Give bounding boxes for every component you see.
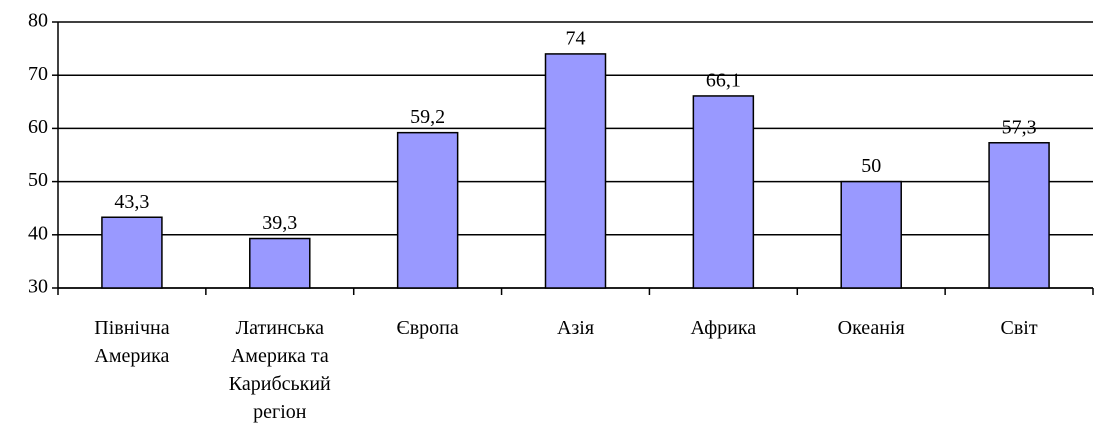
x-tick-label: Європа — [396, 317, 459, 339]
bar — [544, 53, 607, 289]
y-tick-label: 80 — [28, 10, 48, 32]
x-tick-label: Північна Америка — [94, 317, 170, 367]
y-tick-label: 50 — [28, 169, 48, 191]
x-tick-label: Азія — [556, 317, 595, 339]
x-tick-label: Африка — [690, 317, 757, 339]
y-tick-label: 30 — [28, 276, 48, 298]
data-label: 74 — [566, 28, 586, 50]
data-label: 66,1 — [706, 70, 741, 92]
data-label: 57,3 — [1002, 116, 1037, 138]
x-tick-label: Латинська Америка та Карибський регіон — [228, 317, 331, 423]
data-label: 39,3 — [262, 212, 297, 234]
y-tick-label: 70 — [28, 63, 48, 85]
x-tick-label: Світ — [1000, 317, 1038, 339]
bar — [396, 131, 459, 289]
y-tick-label: 40 — [28, 222, 48, 244]
x-tick-label: Океанія — [837, 317, 905, 339]
data-label: 43,3 — [114, 191, 149, 213]
bar — [249, 237, 311, 289]
y-tick-label: 60 — [28, 116, 48, 138]
data-label: 59,2 — [410, 106, 445, 128]
bar — [101, 216, 163, 289]
bar — [988, 142, 1050, 289]
bar — [840, 180, 902, 289]
data-label: 50 — [861, 155, 881, 177]
bar — [692, 95, 755, 289]
